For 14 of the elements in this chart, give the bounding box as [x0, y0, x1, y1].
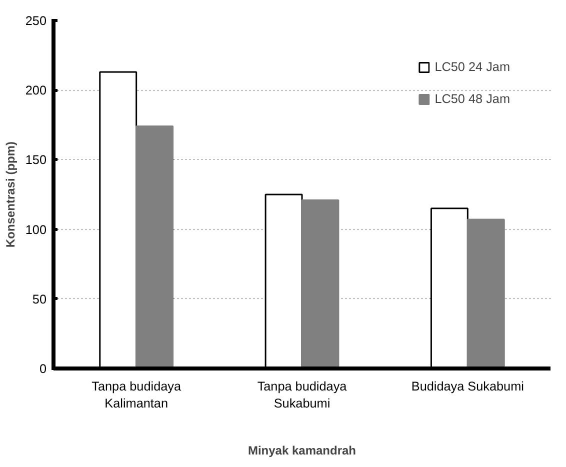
bar [301, 199, 340, 368]
y-tick-label: 250 [25, 14, 47, 28]
y-tick-label: 200 [25, 84, 47, 98]
x-axis-title: Minyak kamandrah [248, 443, 356, 458]
y-tick-label: 50 [32, 292, 46, 306]
x-tick-label: Budidaya Sukabumi [411, 380, 524, 394]
legend-label: LC50 24 Jam [434, 60, 510, 74]
legend-label: LC50 48 Jam [434, 92, 510, 106]
y-tick-label: 100 [25, 222, 47, 237]
x-tick-label: Tanpa budidaya Sukabumi [257, 380, 348, 410]
y-tick-label: 0 [39, 362, 47, 376]
y-tick-label: 150 [25, 153, 47, 168]
x-tick-label: Tanpa budidaya Kalimantan [92, 380, 182, 410]
y-axis-title: Konsentrasi (ppm) [3, 141, 18, 248]
